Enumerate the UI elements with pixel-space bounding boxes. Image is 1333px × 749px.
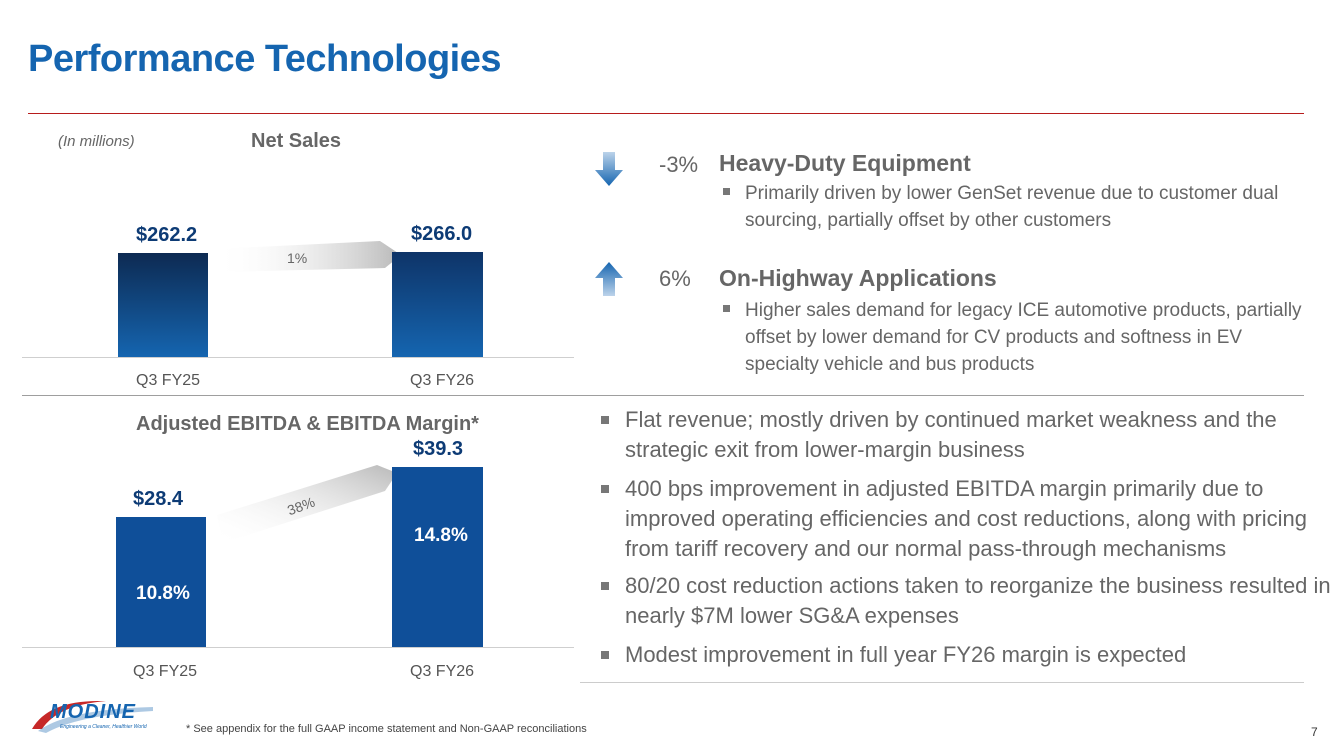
net-sales-bar-q3fy26 <box>392 252 483 357</box>
ebitda-growth-arrow <box>217 465 397 543</box>
title-divider <box>28 113 1304 114</box>
net-sales-bar-q3fy25 <box>118 253 208 357</box>
logo-tagline: Engineering a Cleaner, Healthier World <box>60 724 147 730</box>
ebitda-margin-q3fy25: 10.8% <box>136 583 190 604</box>
segment-bullet-heavy-duty: Primarily driven by lower GenSet revenue… <box>723 180 1313 234</box>
ebitda-margin-q3fy26: 14.8% <box>414 525 468 546</box>
ebitda-value-label-q3fy25: $28.4 <box>133 488 184 510</box>
bullet-square-icon <box>723 305 730 312</box>
bullet-3-text: 80/20 cost reduction actions taken to re… <box>625 573 1331 628</box>
ebitda-bar-q3fy25 <box>116 517 206 647</box>
net-sales-value-label-q3fy26: $266.0 <box>411 223 473 245</box>
modine-logo: MODINE Engineering a Cleaner, Healthier … <box>28 695 158 733</box>
segment-bullet-on-highway <box>723 297 1313 324</box>
bullet-2: 400 bps improvement in adjusted EBITDA m… <box>601 474 1333 564</box>
bullet-4-text: Modest improvement in full year FY26 mar… <box>625 642 1187 667</box>
segment-percent-heavy-duty: -3% <box>659 152 699 177</box>
net-sales-tick-q3fy26: Q3 FY26 <box>410 372 475 389</box>
bullet-square-icon <box>601 651 609 659</box>
arrow-up-icon <box>595 262 623 296</box>
arrow-down-icon <box>595 152 623 186</box>
net-sales-chart-title: Net Sales <box>251 130 342 152</box>
bullet-2-text: 400 bps improvement in adjusted EBITDA m… <box>625 476 1307 561</box>
units-note: (In millions) <box>58 133 135 150</box>
segment-bullet-text: Primarily driven by lower GenSet revenue… <box>745 183 1279 231</box>
footnote: * See appendix for the full GAAP income … <box>186 723 587 735</box>
ebitda-tick-q3fy25: Q3 FY25 <box>133 663 198 680</box>
net-sales-growth-arrow <box>215 241 401 272</box>
net-sales-axis <box>22 357 574 358</box>
segment-percent-on-highway: 6% <box>659 266 691 291</box>
ebitda-bar-q3fy26 <box>392 467 483 647</box>
page-title: Performance Technologies <box>28 38 501 80</box>
net-sales-growth-label: 1% <box>287 250 308 266</box>
ebitda-tick-q3fy26: Q3 FY26 <box>410 663 475 680</box>
bullet-1-text: Flat revenue; mostly driven by continued… <box>625 407 1277 462</box>
ebitda-value-label-q3fy26: $39.3 <box>413 438 464 460</box>
bullet-square-icon <box>601 416 609 424</box>
bullet-3: 80/20 cost reduction actions taken to re… <box>601 571 1333 631</box>
bullet-4: Modest improvement in full year FY26 mar… <box>601 640 1333 670</box>
ebitda-axis <box>22 647 574 648</box>
bullet-square-icon <box>601 582 609 590</box>
segment-title-on-highway: On-Highway Applications <box>719 265 997 291</box>
logo-text: MODINE <box>50 701 136 723</box>
bullet-1: Flat revenue; mostly driven by continued… <box>601 405 1333 465</box>
segment-title-heavy-duty: Heavy-Duty Equipment <box>719 150 971 176</box>
logo-swoosh-icon <box>32 701 153 733</box>
section-divider <box>22 395 1304 396</box>
net-sales-tick-q3fy25: Q3 FY25 <box>136 372 201 389</box>
bullet-square-icon <box>723 188 730 195</box>
segment-bullet-text-on-highway: Higher sales demand for legacy ICE autom… <box>745 300 1302 375</box>
net-sales-value-label-q3fy25: $262.2 <box>136 224 198 246</box>
footer-divider <box>580 682 1304 683</box>
bullet-square-icon <box>601 485 609 493</box>
page-number: 7 <box>1311 725 1318 739</box>
ebitda-chart-title: Adjusted EBITDA & EBITDA Margin* <box>136 413 479 435</box>
